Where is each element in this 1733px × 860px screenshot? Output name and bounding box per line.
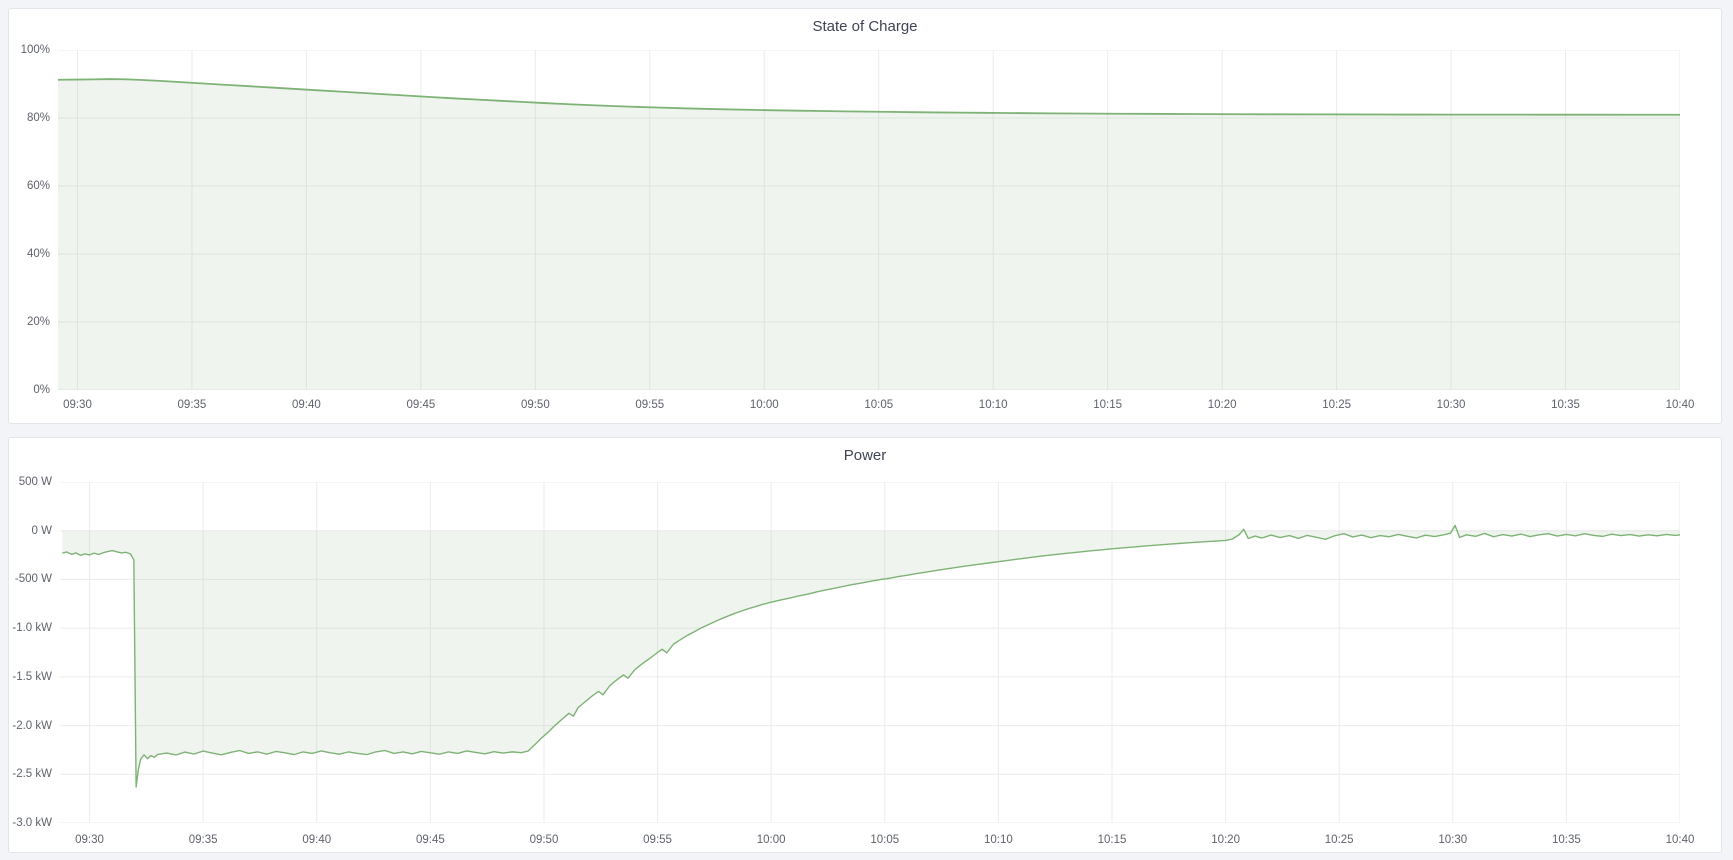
soc-x-tick-label: 10:20 — [1207, 399, 1237, 411]
power-panel-title[interactable]: Power — [843, 447, 887, 464]
soc-x-tick-label: 09:35 — [177, 399, 207, 411]
power-panel: Power 500 W 0 W -500 W -1.0 kW -1.5 kW -2.0 k… — [8, 437, 1722, 853]
soc-y-tick-label: 60% — [26, 180, 50, 192]
soc-y-tick-label: 20% — [26, 316, 50, 328]
soc-panel-title[interactable]: State of Charge — [812, 18, 918, 35]
power-y-tick-label: -500 W — [14, 573, 52, 586]
power-y-tick-label: -1.5 kW — [12, 670, 52, 683]
soc-x-tick-label: 09:50 — [520, 399, 550, 411]
soc-series-fill — [58, 79, 1680, 390]
power-x-tick-label: 09:35 — [188, 834, 218, 846]
power-x-tick-label: 10:35 — [1552, 834, 1581, 846]
power-x-tick-label: 10:15 — [1097, 834, 1127, 846]
soc-x-tick-label: 09:40 — [292, 399, 321, 411]
power-y-tick-label: 500 W — [18, 476, 52, 488]
power-plot-area[interactable] — [60, 482, 1680, 823]
soc-x-tick-label: 09:30 — [63, 399, 92, 411]
power-series-line — [62, 524, 1680, 788]
power-chart[interactable]: 500 W 0 W -500 W -1.0 kW -1.5 kW -2.0 kW -2.5 … — [9, 438, 1721, 852]
power-x-tick-label: 09:55 — [643, 834, 672, 846]
soc-y-tick-label: 80% — [26, 112, 50, 124]
power-x-tick-label: 10:00 — [756, 834, 786, 846]
power-x-tick-label: 10:10 — [983, 834, 1013, 846]
power-y-tick-label: -2.0 kW — [12, 719, 52, 732]
soc-y-tick-label: 100% — [20, 44, 50, 56]
soc-x-tick-label: 10:15 — [1093, 399, 1123, 411]
soc-plot-area[interactable] — [58, 50, 1680, 390]
soc-x-tick-label: 10:25 — [1322, 399, 1351, 411]
power-y-tick-label: 0 W — [31, 524, 52, 537]
soc-x-tick-label: 10:40 — [1665, 399, 1695, 411]
soc-series-line — [58, 78, 1680, 116]
power-x-tick-label: 10:25 — [1324, 834, 1354, 846]
power-x-tick-label: 09:30 — [75, 834, 104, 846]
power-x-tick-label: 10:30 — [1438, 834, 1468, 846]
soc-x-tick-label: 10:35 — [1551, 399, 1580, 411]
power-x-tick-label: 09:40 — [302, 834, 332, 846]
power-x-tick-label: 10:05 — [870, 834, 900, 846]
power-x-tick-label: 09:45 — [415, 834, 445, 846]
soc-y-tick-label: 0% — [33, 384, 50, 396]
soc-x-tick-label: 09:45 — [406, 399, 436, 411]
power-series-fill — [62, 525, 1680, 787]
soc-x-tick-label: 10:30 — [1436, 399, 1466, 411]
power-y-tick-label: -2.5 kW — [12, 768, 52, 781]
power-y-tick-label: -1.0 kW — [12, 622, 52, 635]
soc-x-tick-label: 10:05 — [864, 399, 894, 411]
soc-panel: State of Charge 100% 80% 60% 40% 20% 0% 09:30 0… — [8, 8, 1722, 424]
soc-x-tick-label: 09:55 — [635, 399, 665, 411]
soc-y-tick-label: 40% — [26, 248, 50, 260]
power-x-tick-label: 10:20 — [1211, 834, 1240, 846]
power-y-tick-label: -3.0 kW — [12, 817, 52, 829]
power-x-tick-label: 10:40 — [1665, 834, 1695, 846]
soc-chart[interactable]: 100% 80% 60% 40% 20% 0% 09:30 09:35 09:40 09:45 09… — [9, 9, 1721, 423]
power-x-tick-label: 09:50 — [529, 834, 559, 846]
soc-x-tick-label: 10:00 — [749, 399, 779, 411]
soc-x-tick-label: 10:10 — [978, 399, 1008, 411]
